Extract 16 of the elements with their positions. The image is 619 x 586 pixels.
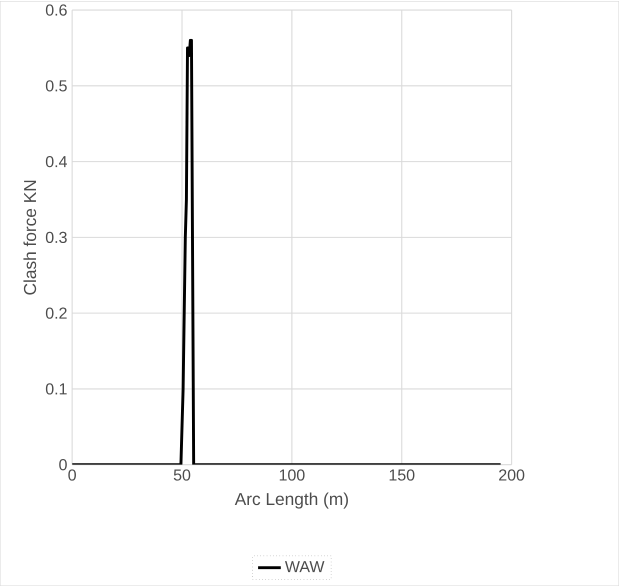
y-axis-title: Clash force KN — [23, 180, 36, 295]
x-tick-label: 0 — [68, 469, 76, 481]
y-tick-label: 0.6 — [46, 4, 67, 16]
x-tick-label: 100 — [280, 469, 305, 481]
legend-label: WAW — [284, 561, 324, 572]
x-axis-title: Arc Length (m) — [234, 492, 348, 509]
y-tick-label: 0.3 — [46, 232, 67, 244]
line-series — [72, 38, 502, 465]
y-tick-label: 0.4 — [46, 156, 67, 168]
y-tick-label: 0.1 — [46, 383, 67, 395]
y-tick-label: 0 — [59, 459, 67, 470]
x-tick-label: 200 — [499, 469, 524, 481]
x-tick-label: 150 — [390, 469, 414, 481]
x-tick-label: 50 — [174, 469, 190, 481]
y-tick-label: 0.5 — [46, 80, 67, 92]
y-tick-label: 0.2 — [46, 308, 67, 319]
